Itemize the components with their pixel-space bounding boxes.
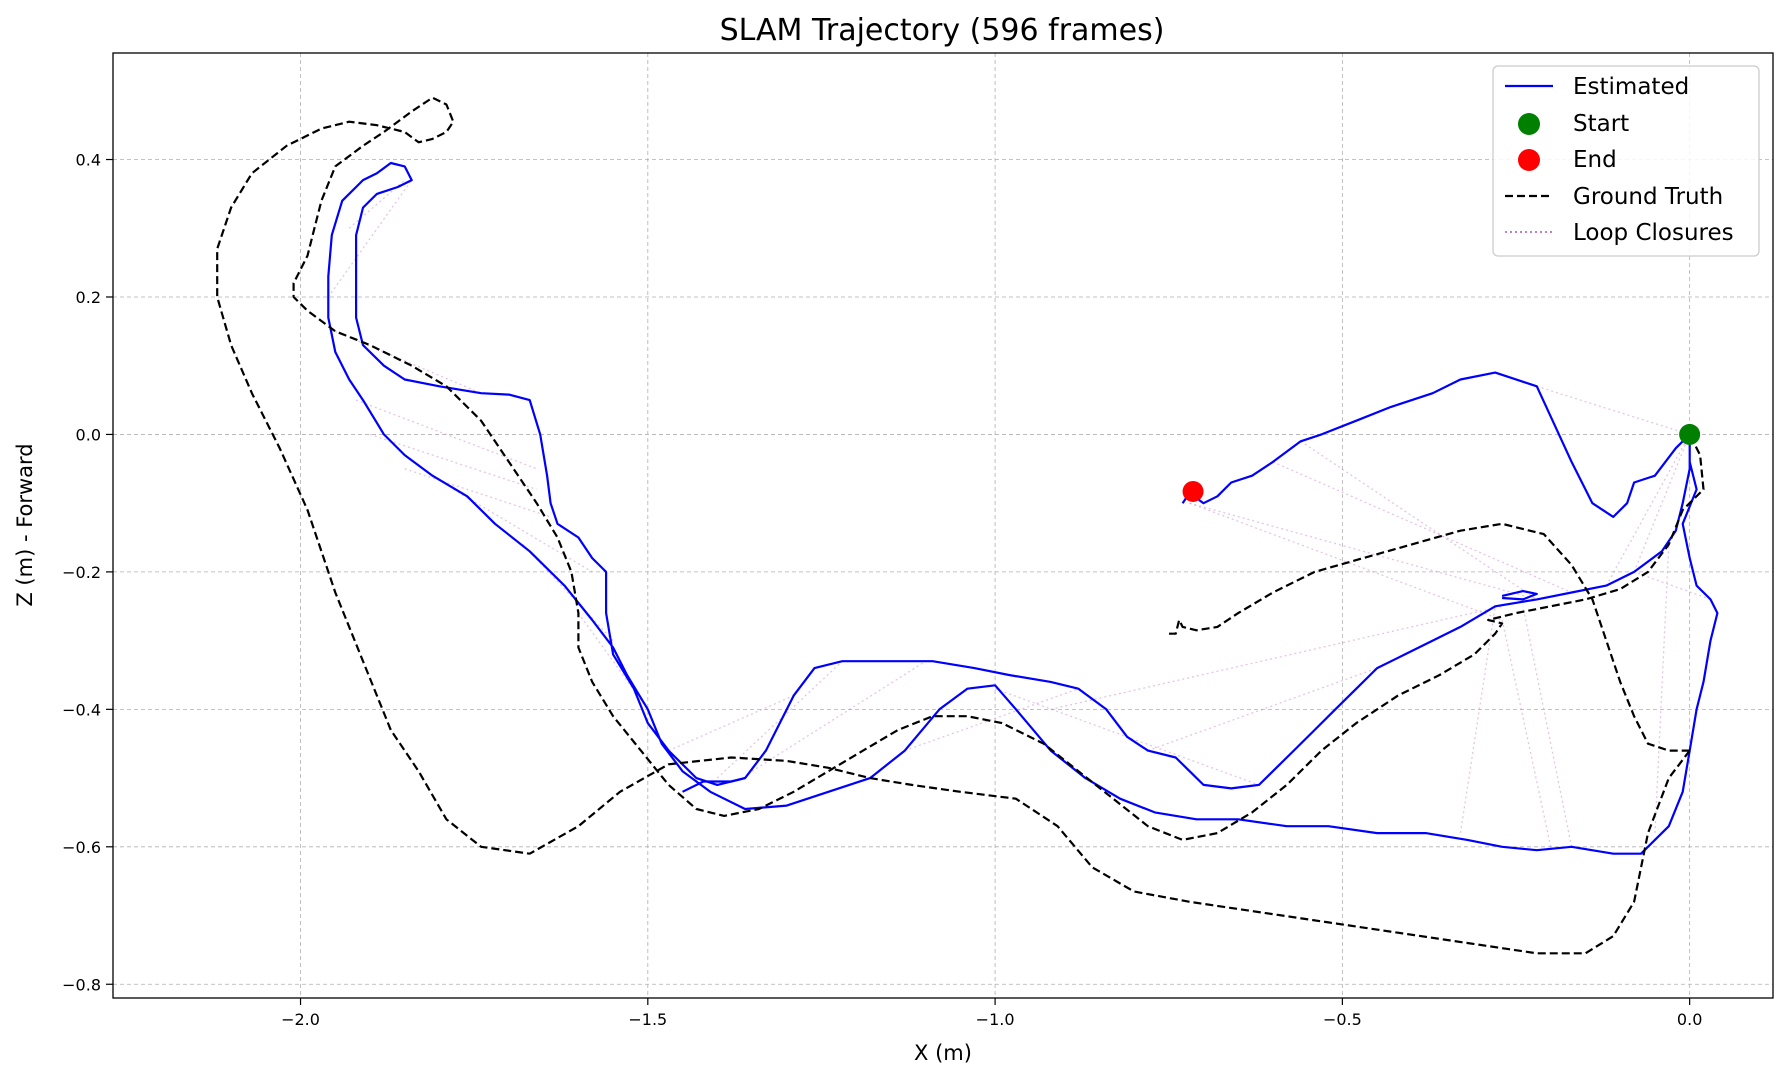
loop-closure-line	[335, 330, 482, 394]
legend-ground-truth-label: Ground Truth	[1573, 184, 1723, 210]
start-marker	[1679, 423, 1701, 445]
x-tick-label: −0.5	[1323, 1010, 1362, 1029]
loop-closure-line	[716, 660, 843, 779]
chart-title: SLAM Trajectory (596 frames)	[720, 13, 1165, 48]
loop-closure-line	[355, 399, 537, 470]
y-tick-label: 0.4	[76, 151, 101, 170]
legend-start-label: Start	[1573, 111, 1629, 137]
loop-closure-line	[1501, 619, 1552, 847]
loop-closure-line	[751, 660, 926, 772]
plot-area: −2.0 −1.5 −1.0 −0.5 0.0 0.4 0.2 0.0 −0.2 −0.4 −0.6…	[62, 52, 1774, 1029]
y-axis-label: Z (m) - Forward	[13, 443, 37, 606]
legend-end-label: End	[1573, 147, 1617, 173]
axis-ticks: −2.0 −1.5 −1.0 −0.5 0.0 0.4 0.2 0.0 −0.2 −0.4 −0.6…	[62, 151, 1702, 1029]
legend-loop-closures-label: Loop Closures	[1573, 220, 1734, 246]
estimated-line	[1501, 590, 1538, 601]
loop-closure-line	[327, 179, 413, 298]
y-tick-label: −0.8	[62, 975, 101, 994]
estimated-line	[1181, 371, 1691, 518]
loop-closure-line	[1272, 461, 1572, 594]
loop-closures	[327, 179, 1711, 847]
legend-estimated-label: Estimated	[1573, 74, 1689, 100]
loop-closure-line	[369, 433, 537, 491]
y-tick-label: −0.4	[62, 700, 101, 719]
legend: Estimated Start End Ground Truth Loop Cl…	[1492, 65, 1760, 257]
x-tick-label: −1.5	[628, 1010, 667, 1029]
plot-frame	[112, 52, 1774, 999]
y-tick-label: −0.6	[62, 838, 101, 857]
x-axis-label: X (m)	[914, 1041, 972, 1065]
loop-closure-line	[1189, 502, 1503, 621]
trajectory-series	[216, 96, 1719, 955]
loop-closure-line	[1050, 605, 1503, 710]
legend-box	[1492, 65, 1760, 257]
endpoint-markers	[1182, 423, 1701, 502]
grid	[113, 53, 1773, 998]
loop-closure-line	[1459, 606, 1496, 834]
y-tick-label: −0.2	[62, 563, 101, 582]
ground-truth-line	[216, 96, 1705, 955]
legend-end-swatch	[1518, 149, 1540, 171]
loop-closure-line	[1633, 571, 1711, 600]
loop-closure-line	[1654, 544, 1670, 834]
y-tick-label: 0.0	[76, 425, 101, 444]
loop-closure-line	[1536, 385, 1690, 436]
legend-start-swatch	[1518, 113, 1540, 135]
end-marker	[1182, 480, 1204, 502]
loop-closure-line	[1189, 502, 1538, 601]
estimated-line	[327, 161, 1719, 855]
loop-closure-line	[1147, 667, 1378, 752]
loop-closure-line	[1300, 440, 1538, 600]
loop-closure-line	[1522, 606, 1573, 847]
loop-closure-line	[404, 468, 551, 518]
x-tick-label: 0.0	[1677, 1010, 1702, 1029]
loop-closure-line	[453, 488, 593, 573]
x-tick-label: −2.0	[281, 1010, 320, 1029]
loop-closure-line	[1605, 434, 1691, 586]
x-tick-label: −1.0	[976, 1010, 1015, 1029]
ground-truth-line	[1168, 522, 1690, 752]
loop-closure-line	[904, 688, 1079, 752]
y-tick-label: 0.2	[76, 288, 101, 307]
estimated-line	[682, 777, 746, 793]
